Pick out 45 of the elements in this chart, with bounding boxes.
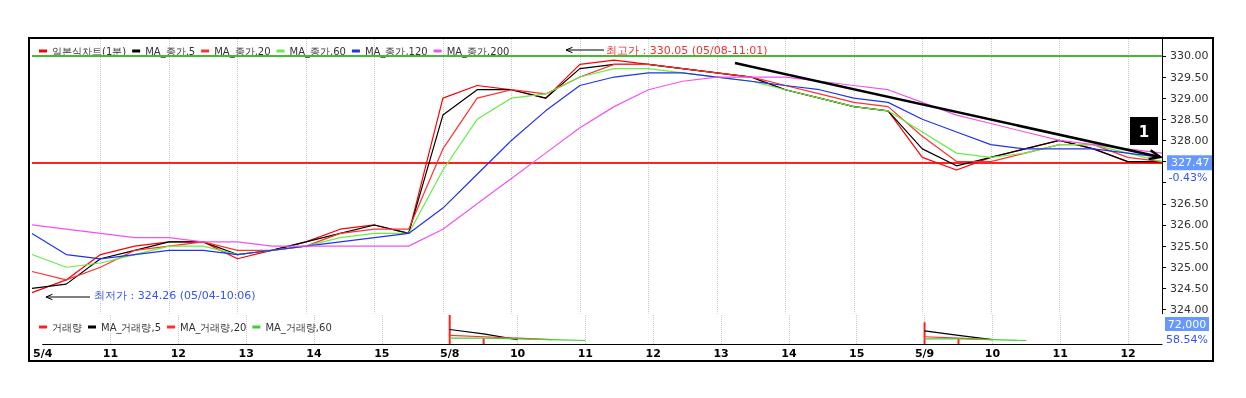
x-tick-label: 10 — [984, 347, 1001, 360]
x-tick-label: 14 — [781, 347, 797, 360]
x-tick-label: 12 — [170, 347, 186, 360]
x-tick-label: 15 — [849, 347, 865, 360]
annotation: 최저가 : 324.26 (05/04-10:06) — [94, 289, 256, 302]
x-tick-label: 14 — [306, 347, 323, 360]
y-tick-label: 325.00 — [1170, 260, 1209, 274]
text: 58.54% — [1166, 333, 1208, 346]
x-tick-label: 11 — [102, 347, 119, 360]
x-tick-label: 10 — [509, 347, 526, 360]
legend-label: MA_종가,5 — [145, 45, 196, 58]
x-tick-label: 12 — [645, 347, 661, 360]
legend-label: MA_종가,60 — [289, 45, 346, 58]
x-tick-label: 13 — [238, 347, 254, 360]
y-tick-label: 329.00 — [1170, 91, 1209, 105]
x-tick-label: 13 — [713, 347, 729, 360]
annotation: 최고가 : 330.05 (05/08-11:01) — [606, 44, 768, 57]
x-tick-label: 15 — [374, 347, 390, 360]
legend-label: MA_거래량,5 — [101, 321, 162, 334]
text: -0.43% — [1168, 171, 1208, 184]
legend-label: MA_종가,200 — [446, 45, 510, 58]
x-tick-label: 12 — [1120, 347, 1136, 360]
x-tick-label: 11 — [1052, 347, 1068, 360]
y-tick-label: 324.50 — [1170, 281, 1209, 295]
ref-line-label: 327.47 — [1171, 156, 1210, 170]
y-tick-label: 328.50 — [1170, 112, 1209, 126]
annotation: 1 — [1138, 123, 1150, 141]
legend-label: MA_거래량,60 — [265, 321, 332, 334]
x-tick-label: 11 — [577, 347, 594, 360]
text: 72,000 — [1167, 318, 1207, 331]
y-tick-label: 326.00 — [1170, 218, 1209, 232]
y-tick-label: 326.50 — [1170, 197, 1209, 211]
legend-label: 거래량 — [52, 321, 82, 333]
legend-label: MA_거래량,20 — [180, 321, 247, 334]
x-tick-label: 5/4 — [33, 347, 53, 360]
x-tick-label: 5/9 — [914, 347, 935, 360]
y-tick-label: 330.00 — [1170, 49, 1209, 63]
x-tick-label: 5/8 — [440, 347, 460, 360]
y-tick-label: 324.00 — [1170, 303, 1209, 316]
legend-label: MA_종가,120 — [364, 45, 428, 58]
y-tick-label: 329.50 — [1170, 70, 1209, 84]
y-tick-label: 325.50 — [1170, 239, 1209, 253]
legend-label: MA_종가,20 — [214, 45, 271, 58]
y-tick-label: 328.00 — [1170, 133, 1209, 147]
legend-label: 일본식차트(1분) — [52, 45, 127, 57]
